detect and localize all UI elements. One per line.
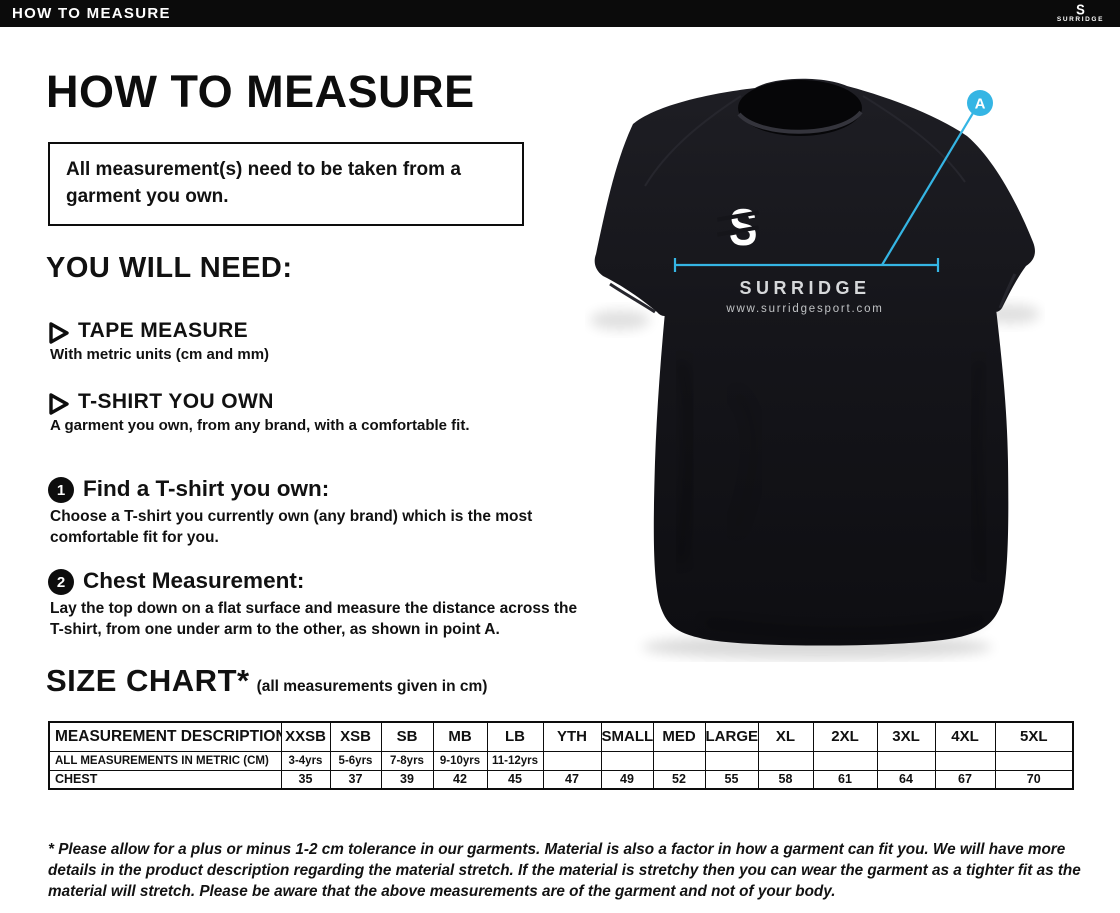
table-cell: 11-12yrs <box>486 750 544 771</box>
table-cell <box>934 750 996 771</box>
column-header: SB <box>380 721 434 752</box>
column-header: MEASUREMENT DESCRIPTION <box>48 721 282 752</box>
need-item-tape-measure-desc: With metric units (cm and mm) <box>50 346 270 363</box>
cuff-seam <box>609 282 656 314</box>
page-title: HOW TO MEASURE <box>46 66 475 117</box>
point-a-marker: A <box>967 90 993 116</box>
need-item-tshirt-desc: A garment you own, from any brand, with … <box>50 417 470 434</box>
column-header: SMALL <box>600 721 654 752</box>
table-row-chest: CHEST 35 37 39 42 45 47 49 52 55 58 61 6… <box>48 769 1074 790</box>
size-chart-subheading: (all measurements given in cm) <box>256 678 488 695</box>
column-header: XL <box>757 721 814 752</box>
hem-shade <box>704 615 986 637</box>
table-cell: 49 <box>600 769 654 790</box>
column-header: LARGE <box>704 721 759 752</box>
wrinkle <box>969 361 988 573</box>
table-cell <box>542 750 602 771</box>
surridge-logo-icon: S <box>1076 1 1085 19</box>
table-cell: 7-8yrs <box>380 750 434 771</box>
table-cell: 70 <box>994 769 1074 790</box>
table-cell <box>757 750 814 771</box>
table-cell: 47 <box>542 769 602 790</box>
table-cell: 5-6yrs <box>329 750 382 771</box>
column-header: XSB <box>329 721 382 752</box>
table-cell: 58 <box>757 769 814 790</box>
step-1-number-badge: 1 <box>48 477 74 503</box>
point-a-label: A <box>975 96 986 113</box>
logo-slat <box>716 225 760 237</box>
row-label: CHEST <box>48 769 282 790</box>
play-triangle-icon <box>49 322 69 344</box>
need-item-tape-measure: TAPE MEASURE <box>78 319 249 342</box>
table-cell <box>876 750 936 771</box>
table-cell: 9-10yrs <box>432 750 488 771</box>
surridge-logo-text: SURRIDGE <box>1056 16 1104 24</box>
chest-measurement-line <box>673 112 974 272</box>
table-cell: 61 <box>812 769 878 790</box>
column-header: YTH <box>542 721 602 752</box>
table-cell: 35 <box>280 769 331 790</box>
neck-opening <box>738 80 862 136</box>
size-chart-heading: SIZE CHART* <box>46 663 250 698</box>
play-triangle-icon <box>49 393 69 415</box>
size-chart-header-row: MEASUREMENT DESCRIPTION XXSB XSB SB MB L… <box>48 721 1074 752</box>
step-2-title: Chest Measurement: <box>83 568 305 593</box>
size-chart-heading-row: SIZE CHART* (all measurements given in c… <box>46 663 487 699</box>
table-cell: 67 <box>934 769 996 790</box>
wrinkle <box>675 360 695 563</box>
table-cell: 42 <box>432 769 488 790</box>
table-cell: 64 <box>876 769 936 790</box>
column-header: 4XL <box>934 721 996 752</box>
seam <box>862 95 966 183</box>
surridge-logo: S SURRIDGE <box>1056 1 1108 24</box>
seam <box>644 95 742 187</box>
column-header: MB <box>432 721 488 752</box>
column-header: MED <box>652 721 706 752</box>
column-header: 5XL <box>994 721 1074 752</box>
you-will-need-heading: YOU WILL NEED: <box>46 252 293 284</box>
table-cell: 52 <box>652 769 706 790</box>
table-cell: 39 <box>380 769 434 790</box>
collar-rim <box>737 110 863 134</box>
step-2-desc: Lay the top down on a flat surface and m… <box>50 600 578 638</box>
column-header: 3XL <box>876 721 936 752</box>
table-cell <box>600 750 654 771</box>
shirt-url-text: www.surridgesport.com <box>725 303 883 315</box>
step-2-number-badge: 2 <box>48 569 74 595</box>
column-header: LB <box>486 721 544 752</box>
table-cell <box>652 750 706 771</box>
table-cell: 3-4yrs <box>280 750 331 771</box>
notice-box: All measurement(s) need to be taken from… <box>48 142 524 226</box>
tshirt-image: S SURRIDGE www.surridgesport.com A <box>590 78 1040 660</box>
step-1-desc: Choose a T-shirt you currently own (any … <box>50 508 533 546</box>
table-row-metric: ALL MEASUREMENTS IN METRIC (CM) 3-4yrs 5… <box>48 750 1074 771</box>
logo-slat <box>716 210 760 222</box>
need-item-tshirt: T-SHIRT YOU OWN <box>78 390 274 413</box>
row-label: ALL MEASUREMENTS IN METRIC (CM) <box>48 750 282 771</box>
top-bar-title: HOW TO MEASURE <box>12 5 171 22</box>
table-cell: 45 <box>486 769 544 790</box>
sleeve-shadow <box>590 310 650 330</box>
top-bar: HOW TO MEASURE S SURRIDGE <box>0 0 1120 27</box>
tolerance-footnote: * Please allow for a plus or minus 1-2 c… <box>48 841 1081 901</box>
step-1-title: Find a T-shirt you own: <box>83 476 330 501</box>
column-header: XXSB <box>280 721 331 752</box>
table-cell: 37 <box>329 769 382 790</box>
size-chart-table: MEASUREMENT DESCRIPTION XXSB XSB SB MB L… <box>48 721 1074 790</box>
shirt-chest-logo: S <box>716 199 760 257</box>
shirt-silhouette <box>594 78 1035 646</box>
wrinkle <box>732 389 757 534</box>
table-cell: 55 <box>704 769 759 790</box>
cuff-seam <box>998 273 1017 309</box>
column-header: 2XL <box>812 721 878 752</box>
table-cell <box>994 750 1074 771</box>
table-cell <box>704 750 759 771</box>
table-cell <box>812 750 878 771</box>
shirt-brand-text: SURRIDGE <box>739 278 870 298</box>
tshirt-illustration: S SURRIDGE www.surridgesport.com A <box>585 62 1045 662</box>
